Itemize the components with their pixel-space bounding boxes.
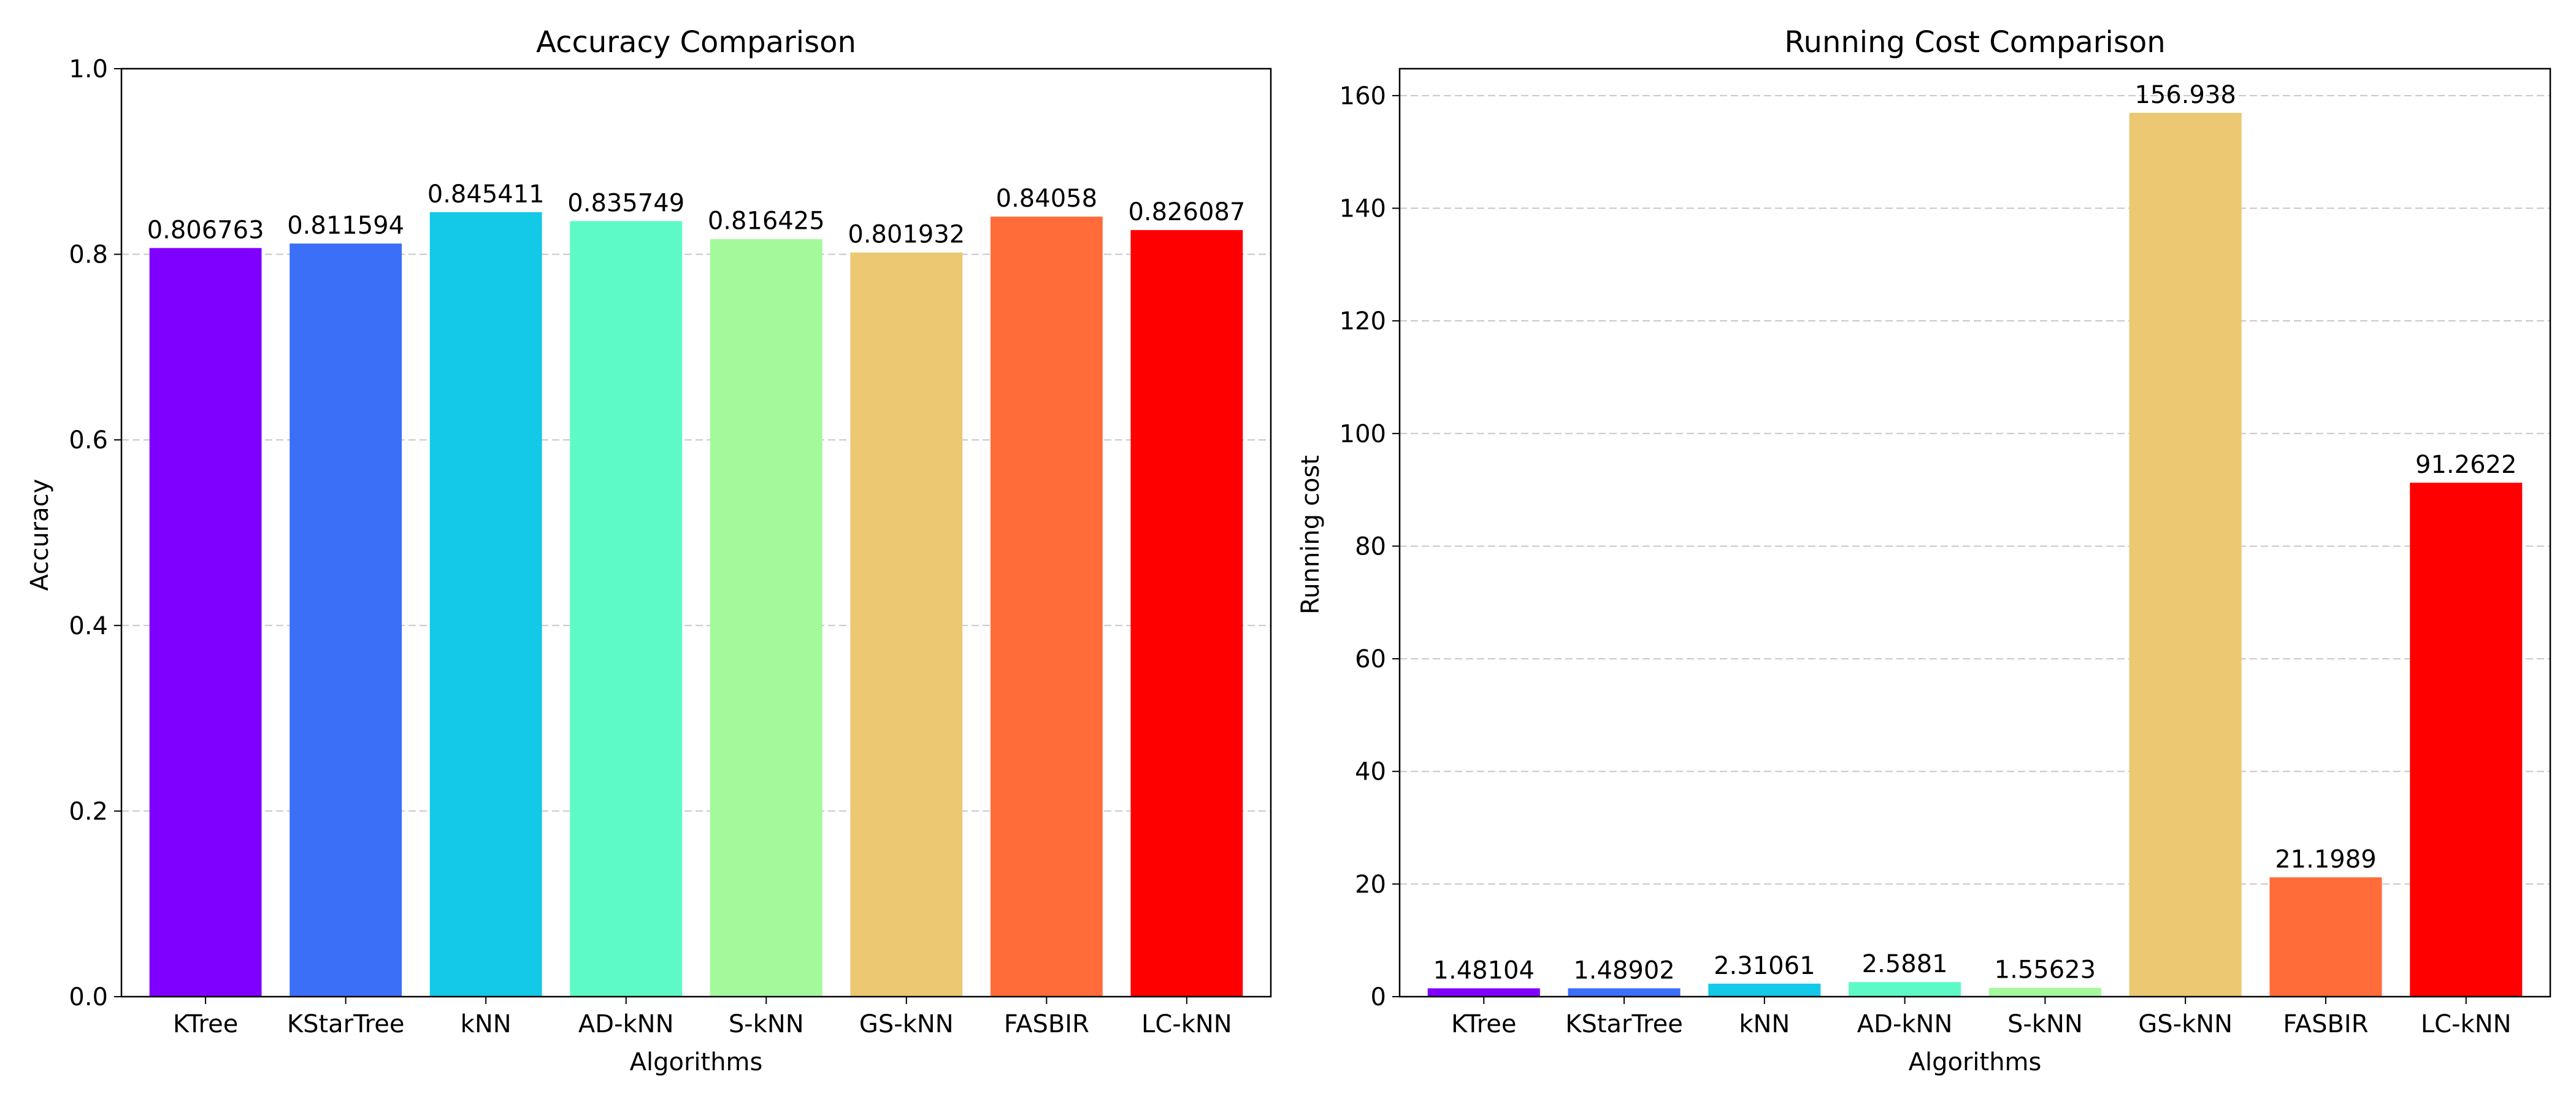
accuracy-bar-gs-knn <box>850 252 963 997</box>
running-cost-ytick-label: 60 <box>1355 645 1386 673</box>
running-cost-value-label: 156.938 <box>2134 81 2236 109</box>
running-cost-xtick-label: AD-kNN <box>1857 1010 1953 1038</box>
accuracy-value-label: 0.835749 <box>567 190 684 218</box>
running-cost-bar-gs-knn <box>2129 113 2242 997</box>
running-cost-value-label: 2.5881 <box>1862 950 1948 978</box>
running-cost-ytick-label: 120 <box>1340 307 1386 335</box>
running-cost-ytick-label: 80 <box>1355 532 1386 561</box>
accuracy-axes-frame <box>120 67 1272 998</box>
accuracy-ytick-label: 0.8 <box>69 241 108 269</box>
accuracy-xtick-label: LC-kNN <box>1141 1010 1232 1038</box>
accuracy-bar-ktree <box>149 248 262 997</box>
running-cost-value-label: 1.48104 <box>1433 956 1535 984</box>
accuracy-xtick-label: FASBIR <box>1004 1010 1089 1038</box>
running-cost-chart-ylabel: Running cost <box>1297 455 1325 615</box>
accuracy-xtick-label: KStarTree <box>287 1010 405 1038</box>
running-cost-xtick-label: S-kNN <box>2007 1010 2083 1038</box>
running-cost-value-label: 1.48902 <box>1573 956 1674 984</box>
running-cost-chart: Running Cost Comparison Algorithms Runni… <box>1297 25 2551 1076</box>
running-cost-ytick-label: 140 <box>1340 195 1386 223</box>
running-cost-axes-frame <box>1398 67 2551 998</box>
accuracy-bar-kstartree <box>289 243 402 997</box>
running-cost-xtick-label: KStarTree <box>1565 1010 1683 1038</box>
accuracy-ytick-label: 1.0 <box>69 55 108 83</box>
accuracy-ytick-label: 0.6 <box>69 426 108 454</box>
accuracy-chart-title: Accuracy Comparison <box>536 25 856 59</box>
accuracy-bar-lc-knn <box>1130 230 1243 997</box>
accuracy-chart-ylabel: Accuracy <box>26 479 54 591</box>
running-cost-plot-area: 1.48104 KTree 1.48902 KStarTree 2.31061 kNN 2.… <box>1340 67 2551 1038</box>
running-cost-ytick-label: 20 <box>1355 870 1386 899</box>
running-cost-bar-fasbir <box>2269 877 2382 997</box>
running-cost-ytick-label: 160 <box>1340 82 1386 110</box>
accuracy-ytick-label: 0.4 <box>69 612 108 640</box>
accuracy-chart-xlabel: Algorithms <box>630 1048 763 1076</box>
running-cost-xtick-label: LC-kNN <box>2421 1010 2512 1038</box>
running-cost-bar-ad-knn <box>1849 982 1961 997</box>
accuracy-bar-s-knn <box>710 239 822 997</box>
accuracy-bar-knn <box>429 212 542 997</box>
accuracy-value-label: 0.826087 <box>1128 198 1245 226</box>
running-cost-xtick-label: KTree <box>1451 1010 1516 1038</box>
accuracy-xtick-label: kNN <box>461 1010 512 1038</box>
running-cost-ytick-label: 0 <box>1371 983 1386 1011</box>
accuracy-chart: Accuracy Comparison Algorithms Accuracy … <box>26 25 1272 1076</box>
running-cost-bar-ktree <box>1427 988 1540 997</box>
running-cost-ytick-label: 40 <box>1355 758 1386 786</box>
accuracy-ytick-label: 0.2 <box>69 797 108 826</box>
running-cost-bar-kstartree <box>1568 988 1681 997</box>
accuracy-xtick-label: AD-kNN <box>578 1010 674 1038</box>
running-cost-value-label: 1.55623 <box>1995 956 2096 984</box>
accuracy-bar-ad-knn <box>570 221 683 997</box>
running-cost-ytick-label: 100 <box>1340 420 1386 448</box>
accuracy-value-label: 0.816425 <box>708 207 825 236</box>
accuracy-plot-area: 0.806763 KTree 0.811594 KStarTree 0.845411 kN… <box>69 55 1272 1038</box>
running-cost-xtick-label: kNN <box>1739 1010 1790 1038</box>
running-cost-value-label: 21.1989 <box>2275 845 2376 873</box>
accuracy-value-label: 0.845411 <box>427 180 545 209</box>
accuracy-value-label: 0.801932 <box>848 221 965 249</box>
accuracy-xtick-label: KTree <box>173 1010 238 1038</box>
accuracy-value-label: 0.806763 <box>147 216 264 244</box>
running-cost-chart-xlabel: Algorithms <box>1909 1048 2042 1076</box>
accuracy-bar-fasbir <box>990 217 1103 997</box>
accuracy-xtick-label: S-kNN <box>729 1010 804 1038</box>
running-cost-value-label: 91.2622 <box>2415 451 2517 479</box>
running-cost-bar-s-knn <box>1988 987 2101 997</box>
running-cost-value-label: 2.31061 <box>1714 952 1815 980</box>
running-cost-bar-lc-knn <box>2410 483 2523 997</box>
accuracy-ytick-label: 0.0 <box>69 983 108 1011</box>
running-cost-xtick-label: GS-kNN <box>2138 1010 2233 1038</box>
running-cost-xtick-label: FASBIR <box>2283 1010 2368 1038</box>
accuracy-value-label: 0.811594 <box>287 212 404 240</box>
accuracy-xtick-label: GS-kNN <box>859 1010 954 1038</box>
running-cost-chart-title: Running Cost Comparison <box>1784 25 2165 59</box>
accuracy-value-label: 0.84058 <box>996 185 1097 213</box>
running-cost-bar-knn <box>1708 983 1821 997</box>
